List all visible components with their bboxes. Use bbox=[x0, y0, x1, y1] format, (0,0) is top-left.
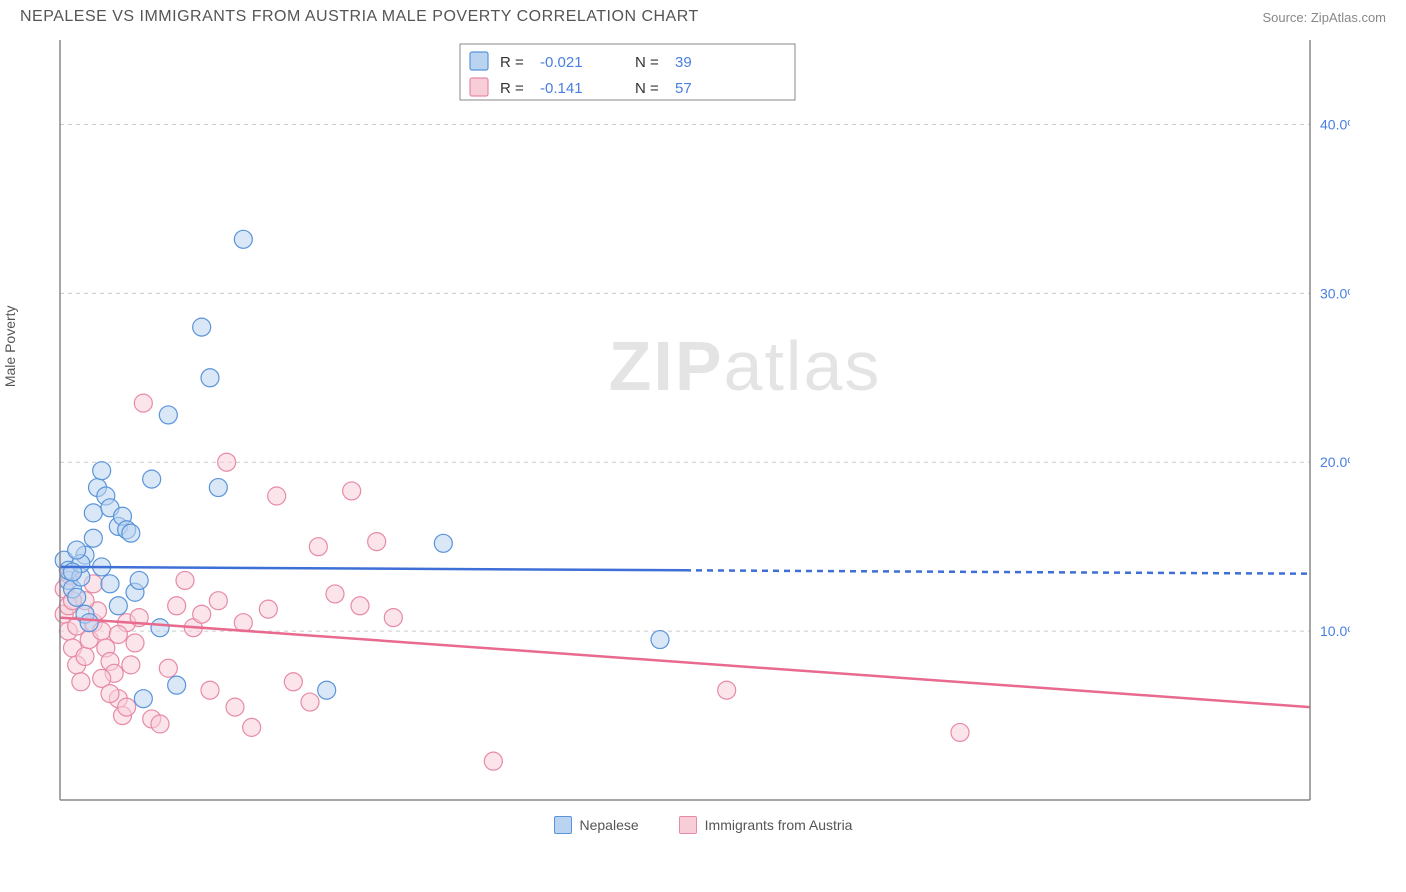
data-point bbox=[159, 406, 177, 424]
legend-r-label: R = bbox=[500, 80, 524, 97]
data-point bbox=[68, 588, 86, 606]
legend-swatch-icon bbox=[470, 78, 488, 96]
data-point bbox=[284, 673, 302, 691]
bottom-legend: Nepalese Immigrants from Austria bbox=[0, 816, 1406, 834]
data-point bbox=[109, 597, 127, 615]
data-point bbox=[259, 600, 277, 618]
legend-n-label: N = bbox=[635, 80, 659, 97]
data-point bbox=[84, 529, 102, 547]
scatter-chart: 10.0% 20.0% 30.0% 40.0% ZIPatlas 0.0% 15.0% R =… bbox=[20, 30, 1350, 810]
data-point bbox=[318, 681, 336, 699]
data-point bbox=[151, 715, 169, 733]
data-point bbox=[109, 625, 127, 643]
data-point bbox=[130, 571, 148, 589]
data-point bbox=[301, 693, 319, 711]
data-point bbox=[193, 318, 211, 336]
data-point bbox=[309, 538, 327, 556]
data-point bbox=[101, 685, 119, 703]
legend-label: Immigrants from Austria bbox=[705, 817, 853, 833]
data-point bbox=[134, 690, 152, 708]
chart-container: Male Poverty 10.0%20.0%30.0%40.0%ZIPatla… bbox=[20, 30, 1386, 810]
data-point bbox=[143, 470, 161, 488]
legend-r-value: -0.141 bbox=[540, 80, 583, 97]
data-point bbox=[351, 597, 369, 615]
source-label: Source: ZipAtlas.com bbox=[1262, 10, 1386, 25]
data-point bbox=[434, 534, 452, 552]
data-point bbox=[101, 575, 119, 593]
data-point bbox=[718, 681, 736, 699]
chart-title: NEPALESE VS IMMIGRANTS FROM AUSTRIA MALE… bbox=[20, 8, 699, 26]
legend-label: Nepalese bbox=[580, 817, 639, 833]
data-point bbox=[176, 571, 194, 589]
legend-n-value: 39 bbox=[675, 54, 692, 71]
x-tick-label: 0.0% bbox=[65, 809, 97, 810]
data-point bbox=[368, 533, 386, 551]
data-point bbox=[243, 718, 261, 736]
data-point bbox=[201, 681, 219, 699]
data-point bbox=[651, 631, 669, 649]
legend-swatch-icon bbox=[679, 816, 697, 834]
data-point bbox=[80, 614, 98, 632]
data-point bbox=[201, 369, 219, 387]
legend-item-nepalese: Nepalese bbox=[554, 816, 639, 834]
x-tick-label: 15.0% bbox=[1265, 809, 1305, 810]
y-axis-label: Male Poverty bbox=[2, 305, 18, 387]
data-point bbox=[151, 619, 169, 637]
data-point bbox=[209, 592, 227, 610]
y-tick-label: 30.0% bbox=[1320, 285, 1350, 301]
y-tick-label: 10.0% bbox=[1320, 623, 1350, 639]
trend-line-dashed bbox=[685, 570, 1310, 573]
data-point bbox=[64, 563, 82, 581]
chart-header: NEPALESE VS IMMIGRANTS FROM AUSTRIA MALE… bbox=[0, 0, 1406, 30]
data-point bbox=[72, 673, 90, 691]
data-point bbox=[218, 453, 236, 471]
watermark: ZIPatlas bbox=[609, 327, 882, 405]
trend-line bbox=[60, 567, 685, 570]
data-point bbox=[343, 482, 361, 500]
data-point bbox=[76, 647, 94, 665]
y-tick-label: 40.0% bbox=[1320, 116, 1350, 132]
data-point bbox=[234, 230, 252, 248]
data-point bbox=[168, 676, 186, 694]
legend-n-label: N = bbox=[635, 54, 659, 71]
data-point bbox=[122, 656, 140, 674]
y-tick-label: 20.0% bbox=[1320, 454, 1350, 470]
data-point bbox=[84, 504, 102, 522]
data-point bbox=[226, 698, 244, 716]
data-point bbox=[122, 524, 140, 542]
data-point bbox=[209, 479, 227, 497]
data-point bbox=[234, 614, 252, 632]
data-point bbox=[93, 462, 111, 480]
data-point bbox=[168, 597, 186, 615]
legend-n-value: 57 bbox=[675, 80, 692, 97]
legend-swatch-icon bbox=[554, 816, 572, 834]
legend-r-label: R = bbox=[500, 54, 524, 71]
data-point bbox=[384, 609, 402, 627]
data-point bbox=[159, 659, 177, 677]
data-point bbox=[326, 585, 344, 603]
data-point bbox=[134, 394, 152, 412]
legend-swatch-icon bbox=[470, 52, 488, 70]
data-point bbox=[68, 541, 86, 559]
data-point bbox=[193, 605, 211, 623]
legend-r-value: -0.021 bbox=[540, 54, 583, 71]
data-point bbox=[951, 723, 969, 741]
data-point bbox=[126, 634, 144, 652]
data-point bbox=[118, 698, 136, 716]
data-point bbox=[484, 752, 502, 770]
data-point bbox=[268, 487, 286, 505]
legend-item-austria: Immigrants from Austria bbox=[679, 816, 853, 834]
